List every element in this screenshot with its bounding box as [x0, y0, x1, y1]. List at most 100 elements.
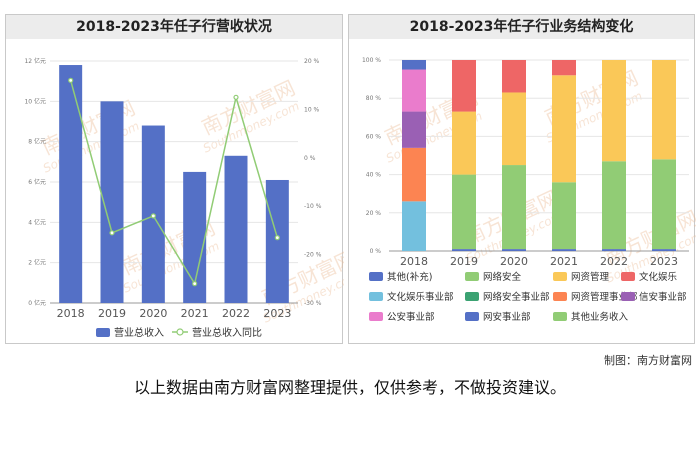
legend-swatch [553, 272, 567, 281]
y-tick-label: 60 % [366, 133, 382, 140]
legend-swatch [621, 272, 635, 281]
revenue-bar [265, 179, 289, 303]
y-left-tick-label: 12 亿元 [24, 57, 46, 65]
x-tick-label: 2019 [98, 307, 126, 320]
x-tick-label: 2023 [650, 255, 678, 268]
legend-label: 文化娱乐事业部 [387, 291, 454, 303]
stack-segment [402, 60, 426, 70]
stack-segment [402, 201, 426, 251]
structure-chart: 南方财富网Southmoney.com南方财富网Southmoney.com南方… [362, 57, 696, 323]
legend-label-yoy: 营业总收入同比 [192, 326, 262, 339]
revenue-bar [59, 65, 83, 304]
y-tick-label: 20 % [366, 210, 382, 217]
x-tick-label: 2021 [550, 255, 578, 268]
yoy-point [233, 94, 239, 100]
stack-segment [552, 249, 576, 251]
stack-segment [452, 60, 476, 112]
stack-segment [552, 182, 576, 250]
y-left-tick-label: 6 亿元 [28, 178, 46, 186]
legend-swatch [465, 272, 479, 281]
stack-segment [552, 75, 576, 183]
x-tick-label: 2022 [600, 255, 628, 268]
revenue-bar [100, 101, 124, 303]
legend-swatch [369, 292, 383, 301]
y-tick-label: 80 % [366, 95, 382, 102]
stack-segment [502, 60, 526, 93]
stack-segment [452, 111, 476, 175]
legend-label: 文化娱乐 [639, 271, 678, 283]
x-tick-label: 2023 [263, 307, 291, 320]
legend-swatch [553, 312, 567, 321]
legend-label: 网络安全 [483, 271, 522, 283]
legend-swatch [553, 292, 567, 301]
x-tick-label: 2019 [450, 255, 478, 268]
stack-segment [452, 249, 476, 251]
stack-segment [652, 249, 676, 251]
y-left-tick-label: 4 亿元 [28, 218, 46, 226]
chart-credit: 制图：南方财富网 [604, 354, 692, 367]
legend-label-revenue: 营业总收入 [114, 326, 164, 339]
legend-label: 其他业务收入 [571, 311, 629, 323]
legend-label: 信安事业部 [639, 291, 687, 303]
stack-segment [652, 159, 676, 250]
y-left-tick-label: 10 亿元 [24, 97, 46, 105]
y-left-tick-label: 0 亿元 [28, 299, 46, 307]
y-right-tick-label: -20 % [304, 252, 322, 259]
stack-segment [402, 69, 426, 112]
stack-segment [502, 249, 526, 251]
yoy-point [192, 281, 198, 287]
stack-segment [552, 60, 576, 76]
stack-segment [602, 249, 626, 251]
yoy-point [68, 77, 74, 83]
legend-swatch [369, 272, 383, 281]
y-right-tick-label: -30 % [304, 300, 322, 307]
legend-swatch [621, 292, 635, 301]
x-tick-label: 2022 [222, 307, 250, 320]
stack-segment [402, 147, 426, 202]
yoy-line [69, 80, 279, 286]
legend-marker-yoy [176, 328, 184, 336]
legend-label: 公安事业部 [387, 311, 435, 323]
legend-label: 其他(补充) [387, 271, 432, 283]
yoy-point [109, 230, 115, 236]
legend-swatch [369, 312, 383, 321]
revenue-chart-panel: 2018-2023年任子行营收状况 南方财富网 Southmoney.com 南方财… [5, 14, 344, 344]
yoy-point [150, 213, 156, 219]
x-tick-label: 2020 [500, 255, 528, 268]
x-tick-label: 2018 [57, 307, 85, 320]
y-left-tick-label: 8 亿元 [28, 138, 46, 146]
revenue-chart-title: 2018-2023年任子行营收状况 [6, 15, 342, 39]
legend-label: 网安事业部 [483, 311, 531, 323]
y-tick-label: 0 % [370, 248, 382, 255]
stack-segment [502, 165, 526, 250]
revenue-chart: 南方财富网Southmoney.com南方财富网Southmoney.com南方… [24, 57, 344, 339]
x-tick-label: 2021 [181, 307, 209, 320]
stack-segment [502, 92, 526, 166]
structure-chart-panel: 2018-2023年任子行业务结构变化 南方财富网 Southmoney.com 南… [348, 14, 696, 344]
legend-swatch-revenue [96, 328, 110, 337]
revenue-bar [224, 155, 248, 303]
stack-segment [652, 60, 676, 160]
legend-label: 网络安全事业部 [483, 291, 550, 303]
disclaimer-text: 以上数据由南方财富网整理提供，仅供参考，不做投资建议。 [133, 378, 566, 397]
x-tick-label: 2018 [400, 255, 428, 268]
stack-segment [402, 111, 426, 148]
x-tick-label: 2020 [139, 307, 167, 320]
stack-segment [602, 60, 626, 162]
y-right-tick-label: 0 % [304, 155, 316, 162]
legend-swatch [465, 292, 479, 301]
y-right-tick-label: 10 % [304, 106, 320, 113]
revenue-bar [183, 171, 207, 303]
structure-chart-title: 2018-2023年任子行业务结构变化 [349, 15, 694, 39]
legend-swatch [465, 312, 479, 321]
stack-segment [452, 174, 476, 250]
y-tick-label: 40 % [366, 172, 382, 179]
y-right-tick-label: 20 % [304, 58, 320, 65]
legend-label: 网资管理 [571, 271, 610, 283]
y-tick-label: 100 % [362, 57, 381, 64]
legend-label: 网资管理事业部 [571, 291, 638, 303]
stack-segment [602, 161, 626, 250]
y-right-tick-label: -10 % [304, 203, 322, 210]
y-left-tick-label: 2 亿元 [28, 259, 46, 267]
yoy-point [274, 235, 280, 241]
